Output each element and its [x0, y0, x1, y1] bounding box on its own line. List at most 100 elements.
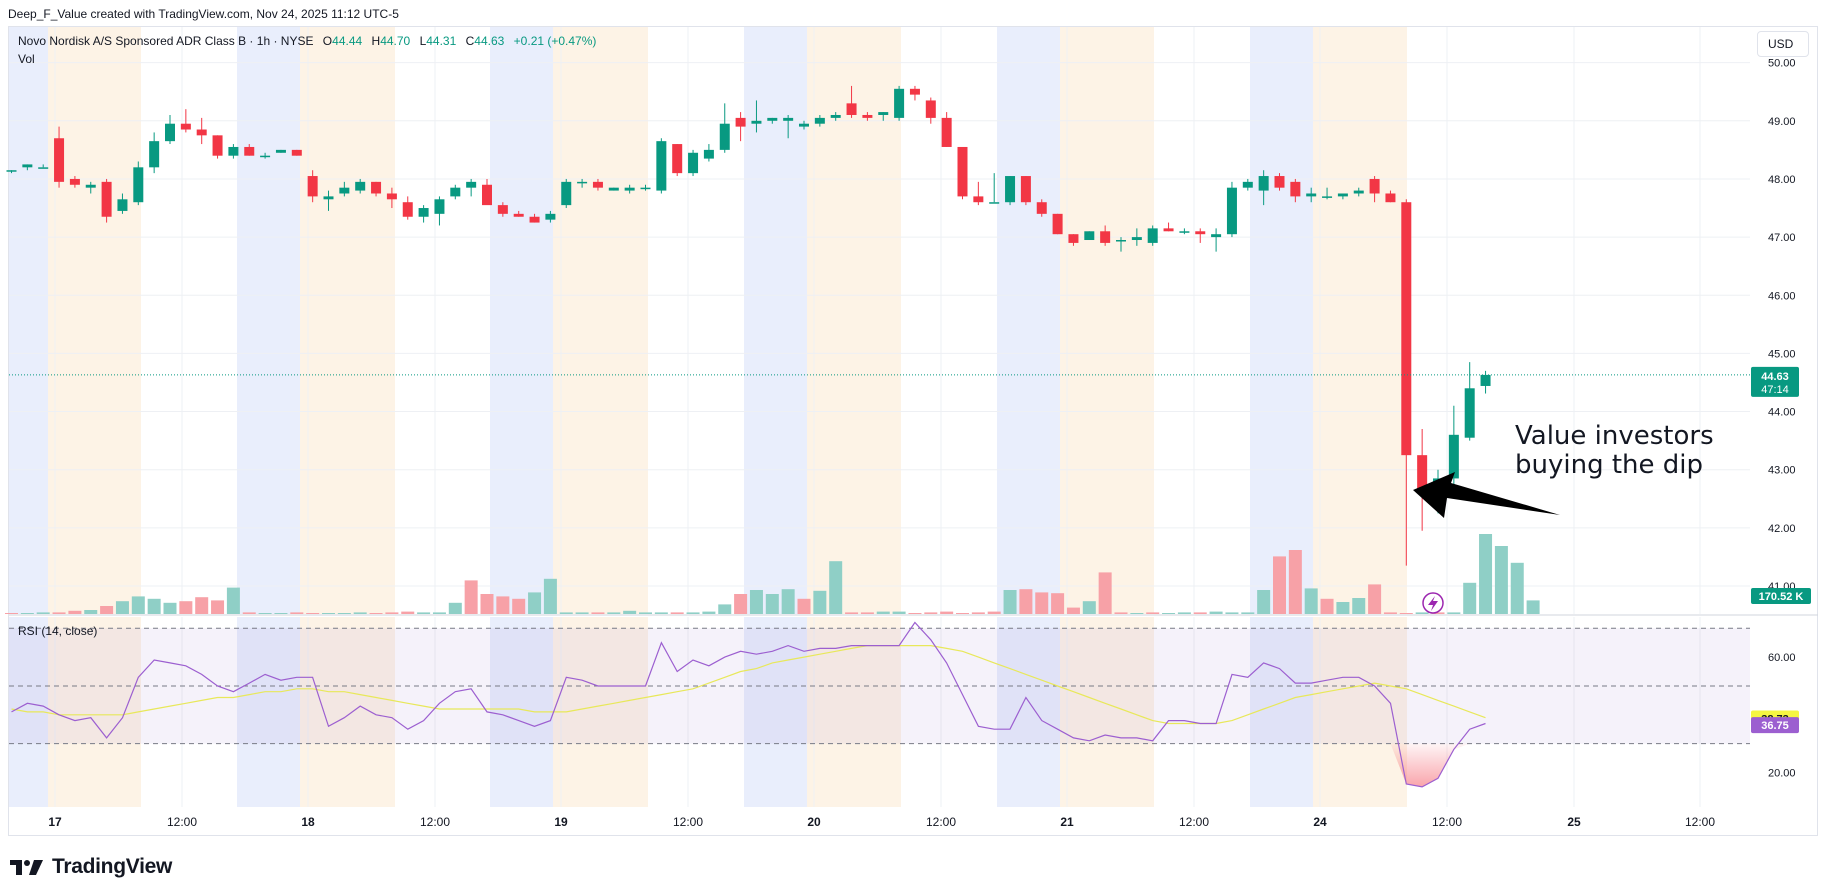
- volume-bar: [1352, 598, 1366, 614]
- volume-bar: [987, 611, 1001, 614]
- volume-bar: [1098, 572, 1112, 614]
- volume-bar: [512, 598, 526, 614]
- volume-legend: Vol: [18, 52, 35, 66]
- session-band: [807, 27, 901, 614]
- candle-body: [1226, 187, 1237, 235]
- session-band: [1060, 27, 1154, 614]
- candle-body: [323, 196, 334, 200]
- time-axis-label: 12:00: [926, 815, 956, 829]
- volume-bar: [306, 613, 320, 614]
- volume-bar: [559, 612, 573, 614]
- volume-bar: [179, 601, 193, 614]
- volume-bar: [845, 612, 859, 614]
- last-price-badge-price: 44.63: [1761, 371, 1789, 383]
- candle-body: [497, 205, 508, 214]
- last-price-badge: [1751, 366, 1799, 397]
- volume-bar: [956, 613, 969, 614]
- candle-body: [291, 149, 302, 156]
- candle-body: [339, 187, 350, 194]
- volume-bar: [813, 590, 827, 614]
- candle-body: [735, 117, 746, 127]
- open-value: 44.44: [332, 34, 363, 48]
- candle-body: [1290, 181, 1301, 197]
- candle-body: [307, 176, 318, 197]
- volume-bar: [20, 613, 34, 614]
- candle-body: [149, 141, 160, 168]
- last-price-badge-countdown: 47:14: [1761, 384, 1789, 396]
- candle-body: [799, 123, 809, 127]
- candle-body: [592, 181, 603, 188]
- candle-body: [830, 114, 841, 118]
- candle-body: [1195, 231, 1206, 235]
- candle-body: [846, 103, 857, 115]
- candle-body: [22, 164, 33, 168]
- price-axis-label: 48.00: [1768, 174, 1796, 186]
- candle-body: [640, 187, 651, 190]
- volume-bar: [1082, 601, 1096, 614]
- volume-bar: [654, 612, 668, 614]
- candle-body: [1036, 202, 1047, 214]
- volume-bar: [623, 610, 637, 614]
- candle-body: [1020, 176, 1031, 203]
- price-axis-label: 47.00: [1768, 232, 1796, 244]
- price-axis-label: 46.00: [1768, 290, 1796, 302]
- candle-body: [38, 167, 49, 169]
- volume-bar: [5, 613, 18, 614]
- volume-bar: [1019, 589, 1033, 614]
- candle-body: [1417, 455, 1428, 491]
- candle-body: [244, 146, 255, 156]
- volume-bar: [1463, 582, 1477, 614]
- tradingview-brand: TradingView: [52, 855, 173, 878]
- candle-body: [719, 123, 730, 150]
- high-value: 44.70: [380, 34, 411, 48]
- annotation-line-1: Value investors: [1515, 421, 1714, 451]
- candle-body: [1448, 434, 1459, 479]
- currency-button[interactable]: USD: [1757, 31, 1809, 57]
- tradingview-logo-icon: [10, 860, 43, 875]
- volume-bar: [829, 561, 843, 614]
- volume-bar: [385, 612, 399, 614]
- price-axis-label: 42.00: [1768, 523, 1796, 535]
- volume-bar: [1510, 562, 1524, 614]
- volume-bar: [100, 606, 114, 614]
- volume-bar: [1146, 612, 1160, 614]
- volume-bar: [417, 612, 431, 614]
- attribution-text: Deep_F_Value created with TradingView.co…: [8, 7, 399, 21]
- volume-bar: [1368, 584, 1382, 614]
- volume-bar: [1399, 613, 1413, 614]
- tradingview-logo[interactable]: TradingView: [10, 854, 172, 880]
- time-axis-label: 24: [1313, 815, 1327, 829]
- candle-body: [989, 202, 1000, 204]
- volume-bar: [575, 612, 589, 614]
- low-label: L: [419, 34, 427, 48]
- volume-badge: [1751, 588, 1811, 604]
- volume-bar: [242, 612, 256, 614]
- candle-body: [1385, 193, 1396, 203]
- volume-bar: [1193, 612, 1207, 614]
- candle-body: [228, 146, 239, 156]
- time-axis-label: 12:00: [1685, 815, 1715, 829]
- candle-body: [577, 181, 588, 184]
- volume-bar: [1273, 556, 1286, 614]
- candle-body: [1131, 237, 1142, 241]
- time-axis-label: 12:00: [1432, 815, 1462, 829]
- candle-body: [941, 117, 952, 147]
- volume-bar: [448, 602, 462, 614]
- change-value: +0.21 (+0.47%): [513, 34, 597, 48]
- candle-body: [688, 152, 699, 174]
- low-value: 44.31: [426, 34, 457, 48]
- candle-body: [608, 187, 619, 191]
- candle-body: [925, 100, 936, 118]
- session-band: [300, 617, 395, 807]
- volume-badge-value: 170.52 K: [1759, 591, 1804, 603]
- candle-body: [54, 138, 65, 182]
- volume-bar: [1304, 588, 1318, 614]
- price-axis-label: 50.00: [1768, 58, 1796, 70]
- session-band: [1250, 27, 1313, 614]
- candle-body: [275, 149, 286, 153]
- candle-body: [909, 88, 920, 95]
- volume-bar: [1003, 590, 1017, 614]
- candle-body: [1179, 231, 1190, 233]
- candle-body: [878, 112, 889, 115]
